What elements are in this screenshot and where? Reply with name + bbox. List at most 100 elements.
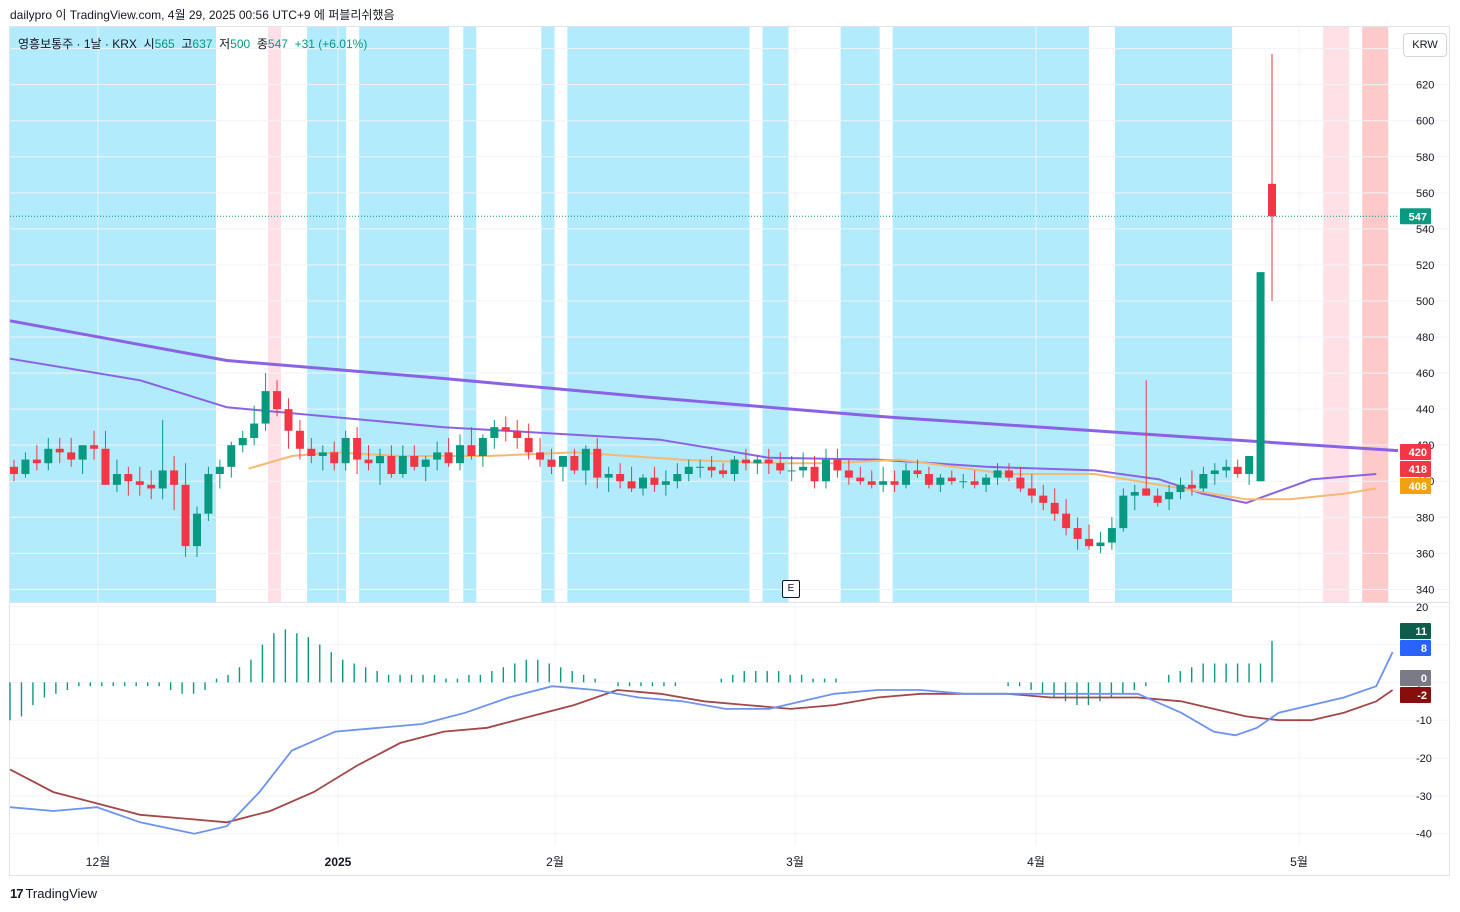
candle-body [21, 459, 30, 475]
candle-body [227, 445, 236, 467]
macd-tick-label: -40 [1416, 829, 1432, 841]
earnings-marker[interactable]: E [782, 580, 800, 598]
candle-body [318, 452, 327, 456]
candle [318, 445, 327, 471]
candle [661, 470, 670, 496]
candle [1107, 517, 1116, 550]
price-tick-label: 600 [1416, 116, 1434, 128]
time-tick-label: 4월 [1027, 855, 1045, 869]
candle-body [1004, 470, 1013, 478]
candle [456, 434, 465, 471]
candle-body [1233, 466, 1242, 475]
candle-body [456, 445, 465, 464]
candle-body [307, 448, 316, 456]
candle [1004, 463, 1013, 482]
candle [501, 416, 510, 442]
currency-button[interactable]: KRW [1403, 33, 1447, 57]
candle-body [204, 474, 213, 514]
low-label: 저 [219, 37, 231, 51]
candle [364, 445, 373, 471]
tradingview-logo[interactable]: 17 TradingView [10, 886, 97, 901]
candle [1153, 488, 1162, 507]
candle-body [810, 466, 819, 482]
candle-body [650, 477, 659, 485]
symbol-legend[interactable]: 영흥보통주 · 1날 · KRX 시565 고637 저500 종547 +31… [18, 35, 367, 52]
candle-body [1176, 484, 1185, 493]
candle-body [261, 391, 270, 424]
candle [375, 448, 384, 485]
candle [799, 452, 808, 478]
candle [707, 455, 716, 478]
price-tick-label: 620 [1416, 80, 1434, 92]
price-tick-label: 480 [1416, 332, 1434, 344]
candle [524, 423, 533, 460]
time-tick-label: 5월 [1290, 855, 1308, 869]
candle [250, 405, 259, 446]
candle-body [330, 452, 339, 464]
candle [32, 445, 41, 471]
low-value: 500 [230, 37, 251, 51]
candle-body [593, 448, 602, 478]
candle [433, 441, 442, 471]
candle [1062, 499, 1071, 536]
candle-body [1245, 455, 1254, 475]
price-tick-label: 460 [1416, 368, 1434, 380]
candle [398, 445, 407, 478]
candle [982, 474, 991, 493]
candle [947, 470, 956, 485]
candle-body [787, 470, 796, 472]
candle [936, 474, 945, 493]
candle-body [135, 481, 144, 485]
candle [993, 463, 1002, 485]
candle-body [661, 481, 670, 485]
background-band [268, 27, 282, 602]
candle [856, 466, 865, 485]
price-badge-bg [1400, 444, 1431, 460]
candle-body [1130, 492, 1139, 496]
candle [730, 455, 739, 482]
chart-frame [9, 26, 1450, 876]
candle [1245, 455, 1254, 485]
candle [490, 419, 499, 449]
candle [627, 466, 636, 493]
candle [959, 474, 968, 489]
candle-body [1210, 470, 1219, 475]
candle [1267, 54, 1277, 301]
candle [581, 445, 590, 485]
candle [55, 437, 64, 464]
candle-body [215, 466, 224, 475]
candle [215, 459, 224, 489]
candle [1073, 517, 1082, 550]
candle-body [273, 391, 282, 410]
candle [101, 430, 110, 485]
price-tick-label: 440 [1416, 404, 1434, 416]
macd-badge-bg [1400, 640, 1431, 656]
candle [1187, 470, 1196, 496]
close-value: 547 [267, 37, 288, 51]
price-badge-bg [1400, 478, 1431, 494]
candle-body [501, 427, 510, 431]
candle-body [78, 445, 87, 460]
candle-body [490, 427, 499, 438]
candle-body [170, 470, 179, 485]
macd-tick-label: -10 [1416, 715, 1432, 727]
background-band [1323, 27, 1350, 602]
macd-tick-label: 20 [1416, 602, 1428, 614]
candle-body [192, 513, 201, 547]
candle [547, 448, 556, 475]
candle [387, 445, 396, 478]
grid-lines [10, 27, 1450, 845]
candle [696, 459, 705, 478]
background-band [840, 27, 880, 602]
candle [67, 437, 76, 467]
macd-badge: 0 [1400, 670, 1431, 686]
candle-body [55, 448, 64, 453]
candle [821, 448, 830, 489]
candle [78, 445, 87, 475]
candle-body [719, 470, 728, 475]
price-badge-text: 418 [1409, 464, 1427, 476]
candle [467, 427, 476, 460]
candle [90, 430, 99, 460]
candle-body [1256, 272, 1265, 482]
